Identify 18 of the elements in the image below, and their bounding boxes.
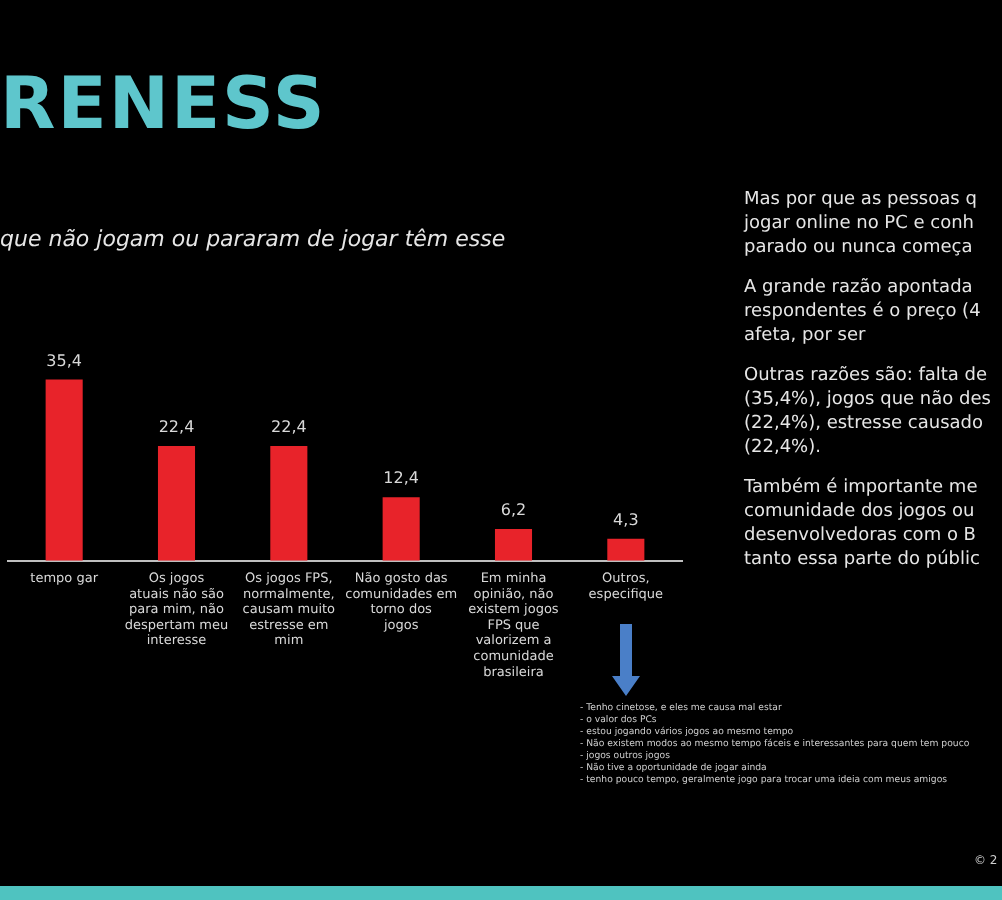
bar bbox=[382, 497, 420, 561]
bar bbox=[157, 446, 196, 561]
chart-title: RENESS bbox=[0, 64, 327, 146]
data-label: 22,4 bbox=[158, 418, 195, 437]
bar bbox=[270, 446, 308, 561]
bar bbox=[45, 379, 83, 561]
text: A grande razão apontada respondentes é o preço (4 afeta, por ser bbox=[744, 276, 983, 348]
chart-subtitle: que não jogam ou pararam de jogar têm esse bbox=[0, 226, 506, 252]
data-label: 12,4 bbox=[383, 469, 419, 488]
text: Mas por que as pessoas q jogar online no PC e conh parado ou nunca começa bbox=[744, 188, 979, 260]
bar bbox=[607, 538, 645, 561]
data-label: 6,2 bbox=[500, 501, 527, 520]
bar bbox=[494, 529, 533, 561]
data-label: 4,3 bbox=[613, 510, 639, 529]
text: Também é importante me comunidade dos jogos ou desenvolvedoras com o B tanto essa parte do públic bbox=[744, 476, 982, 572]
data-label: 35,4 bbox=[46, 351, 82, 370]
data-label: 22,4 bbox=[271, 418, 307, 437]
text: Outras razões são: falta de (35,4%), jogos que não des (22,4%), estresse causado (22,4%). bbox=[744, 364, 993, 460]
